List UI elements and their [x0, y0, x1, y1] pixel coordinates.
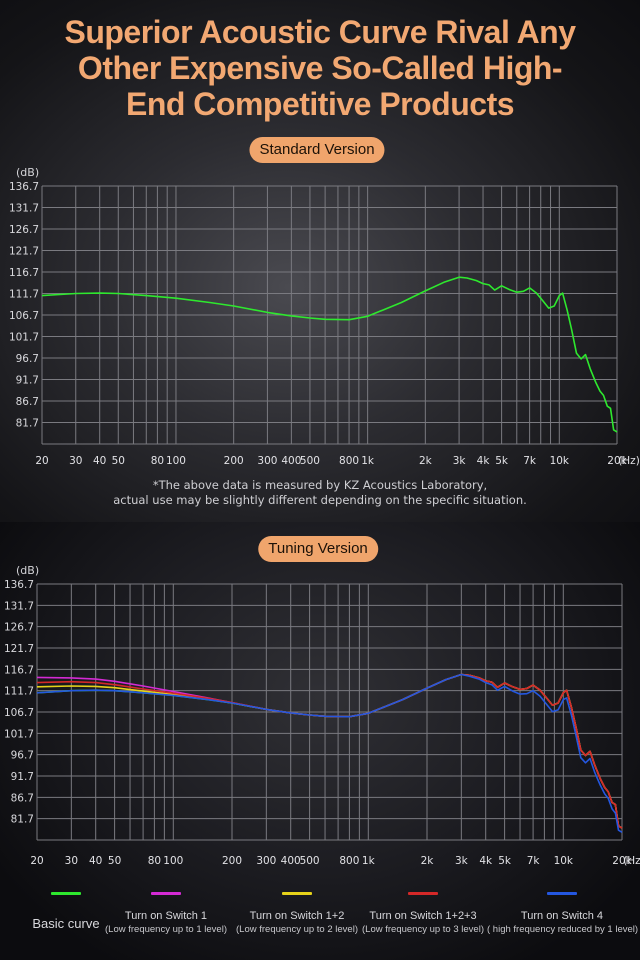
standard-version-badge: Standard Version	[249, 137, 385, 163]
y-tick-label: 131.7	[9, 203, 39, 215]
x-tick-label: 500	[300, 455, 320, 467]
page-title: Superior Acoustic Curve Rival Any Other …	[0, 14, 640, 122]
x-tick-label: 4k	[477, 455, 491, 467]
x-tick-label: 300	[256, 855, 276, 867]
x-tick-label: 10k	[554, 855, 574, 867]
y-unit-label: (dB)	[16, 166, 39, 179]
x-tick-label: 400	[281, 455, 301, 467]
y-tick-label: 116.7	[9, 267, 39, 279]
legend-sublabel: ( high frequency reduced by 1 level)	[487, 924, 639, 935]
legend-swatch-basic	[51, 892, 81, 895]
tuning-version-badge: Tuning Version	[258, 536, 378, 562]
x-tick-label: 20k	[607, 455, 627, 467]
x-tick-label: 2k	[419, 455, 433, 467]
x-tick-label: 400	[281, 855, 301, 867]
legend-label: Turn on Switch 1	[124, 910, 208, 922]
legend-sublabel: (Low frequency up to 3 level)	[362, 924, 484, 935]
x-tick-label: 40	[93, 455, 106, 467]
title-line-1: Superior Acoustic Curve Rival Any	[64, 14, 576, 50]
x-tick-label: 30	[69, 455, 82, 467]
y-tick-label: 126.7	[9, 224, 39, 236]
x-tick-label: 800	[339, 455, 359, 467]
y-tick-label: 101.7	[4, 728, 34, 740]
legend-swatch-switch12	[282, 892, 312, 895]
x-tick-label: 5k	[498, 855, 512, 867]
y-tick-label: 86.7	[11, 792, 34, 804]
legend-swatch-switch1	[151, 892, 181, 895]
x-tick-label: 4k	[479, 855, 493, 867]
y-tick-label: 106.7	[4, 707, 34, 719]
legend-label: Turn on Switch 4	[520, 910, 604, 922]
y-tick-label: 81.7	[16, 418, 39, 430]
y-tick-label: 96.7	[11, 750, 34, 762]
x-tick-label: 3k	[455, 855, 469, 867]
x-tick-label: 7k	[527, 855, 541, 867]
y-tick-label: 131.7	[4, 600, 34, 612]
legend-swatch-switch123	[408, 892, 438, 895]
x-tick-label: 80	[148, 855, 161, 867]
x-tick-label: 100	[166, 455, 186, 467]
y-unit-label: (dB)	[16, 564, 39, 577]
chart-legend: Basic curve Turn on Switch 1 (Low frequenc…	[0, 888, 640, 960]
legend-sublabel: (Low frequency up to 1 level)	[105, 924, 227, 935]
x-tick-label: 200	[224, 455, 244, 467]
x-tick-label: 500	[300, 855, 320, 867]
x-tick-label: 30	[65, 855, 78, 867]
x-tick-label: 2k	[421, 855, 435, 867]
series-line-switch1	[36, 673, 623, 829]
x-tick-label: 50	[112, 455, 125, 467]
standard-frequency-chart: (dB) 136.7 131.7 126.7 121.7 116.7 111.7 106.7 1…	[9, 166, 640, 467]
legend-sublabel: (Low frequency up to 2 level)	[236, 924, 358, 935]
y-tick-label: 91.7	[11, 771, 34, 783]
legend-label: Turn on Switch 1+2	[249, 910, 345, 922]
note-line-1: *The above data is measured by KZ Acoust…	[152, 478, 488, 492]
x-tick-label: 10k	[550, 455, 570, 467]
x-tick-label: 1k	[361, 455, 375, 467]
y-tick-label: 121.7	[4, 643, 34, 655]
tuning-frequency-chart: (dB) 136.7 131.7 126.7 121.7 116.7 111.7 106.7 1…	[4, 564, 640, 867]
legend-label: Turn on Switch 1+2+3	[369, 910, 477, 922]
title-line-3: End Competitive Products	[125, 86, 515, 122]
top-panel	[0, 0, 640, 522]
y-tick-label: 91.7	[16, 375, 39, 387]
x-tick-label: 1k	[362, 855, 376, 867]
y-tick-label: 121.7	[9, 246, 39, 258]
y-tick-label: 111.7	[4, 686, 34, 698]
title-line-2: Other Expensive So-Called High-	[77, 50, 563, 86]
y-tick-label: 111.7	[9, 289, 39, 301]
y-tick-label: 136.7	[4, 579, 34, 591]
x-tick-label: 200	[222, 855, 242, 867]
series-line-switch4	[36, 673, 623, 833]
series-line-basic	[41, 276, 618, 433]
y-tick-label: 136.7	[9, 181, 39, 193]
y-tick-label: 126.7	[4, 622, 34, 634]
x-tick-label: 80	[151, 455, 164, 467]
y-tick-label: 86.7	[16, 396, 39, 408]
x-tick-label: 5k	[495, 455, 509, 467]
x-tick-label: 100	[163, 855, 183, 867]
y-tick-label: 101.7	[9, 332, 39, 344]
x-unit-label: (Hz)	[618, 455, 640, 467]
x-unit-label: (Hz)	[623, 855, 640, 867]
y-tick-label: 116.7	[4, 664, 34, 676]
legend-swatch-switch4	[547, 892, 577, 895]
y-tick-label: 96.7	[16, 353, 39, 365]
x-tick-label: 3k	[453, 455, 467, 467]
x-tick-label: 50	[108, 855, 121, 867]
x-tick-label: 20	[30, 855, 43, 867]
x-tick-label: 20k	[612, 855, 632, 867]
x-tick-label: 7k	[523, 455, 537, 467]
x-tick-label: 20	[35, 455, 48, 467]
measurement-note: *The above data is measured by KZ Acoust…	[0, 478, 640, 508]
x-tick-label: 300	[257, 455, 277, 467]
y-tick-label: 106.7	[9, 310, 39, 322]
x-tick-label: 800	[339, 855, 359, 867]
x-tick-label: 40	[89, 855, 102, 867]
series-line-switch12	[36, 673, 623, 829]
series-line-switch123	[36, 673, 623, 829]
note-line-2: actual use may be slightly different dep…	[113, 493, 527, 507]
series-line-basic	[36, 673, 623, 829]
legend-label: Basic curve	[32, 916, 100, 931]
y-tick-label: 81.7	[11, 814, 34, 826]
